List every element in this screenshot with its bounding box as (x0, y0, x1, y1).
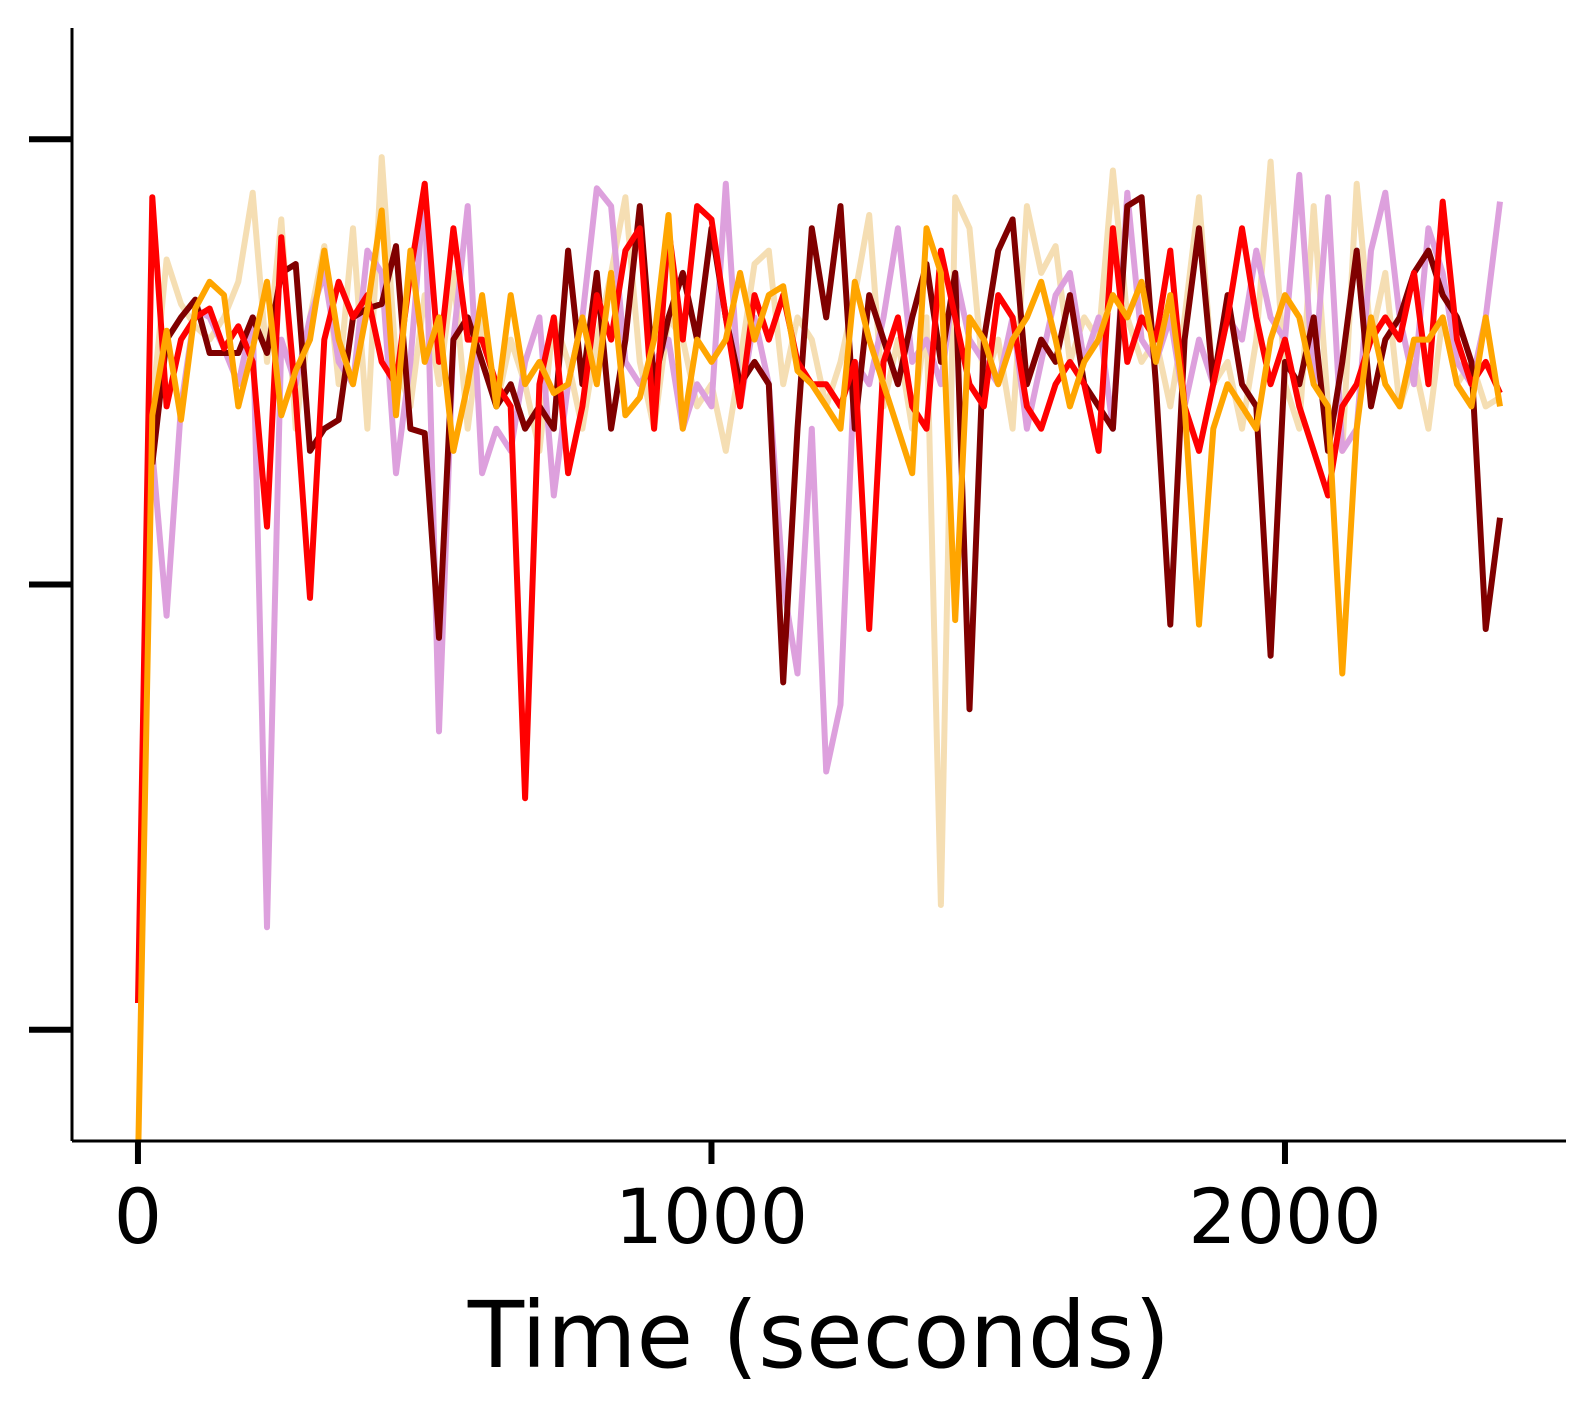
x-axis-ticks: 0 1000 2000 (114, 1141, 1382, 1261)
x-tick-label: 1000 (615, 1172, 808, 1261)
series-line-1 (149, 154, 1502, 908)
series-line-5 (135, 207, 1503, 1141)
plot-area (135, 154, 1503, 1141)
series-layer (135, 154, 1503, 1141)
x-axis-label: Time (seconds) (467, 1282, 1170, 1389)
y-axis-ticks (29, 136, 72, 1033)
series-line-4 (135, 180, 1503, 1004)
series-line-3 (149, 194, 1503, 713)
x-tick-label: 2000 (1188, 1172, 1381, 1261)
x-tick-label: 0 (114, 1172, 162, 1261)
